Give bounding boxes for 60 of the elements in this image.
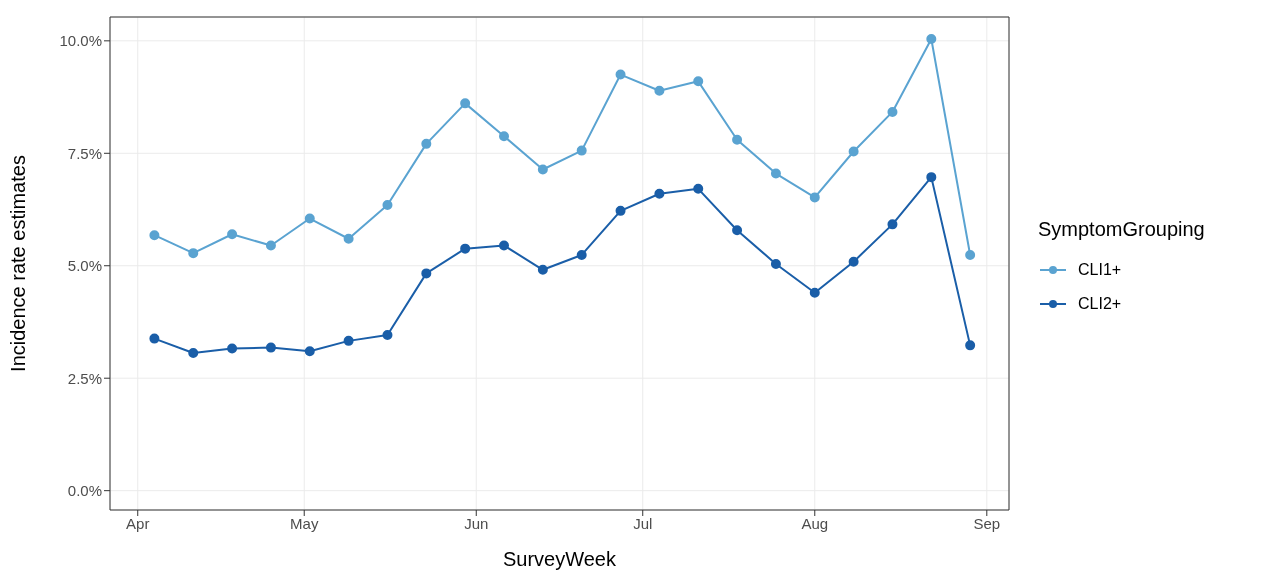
y-axis-title: Incidence rate estimates xyxy=(7,155,30,372)
point xyxy=(848,146,859,157)
point xyxy=(732,225,743,236)
point xyxy=(576,249,587,260)
point xyxy=(809,287,820,298)
point xyxy=(693,76,704,87)
point xyxy=(887,106,898,117)
y-tick-label: 7.5% xyxy=(67,144,102,162)
point xyxy=(460,243,471,254)
point xyxy=(693,183,704,194)
point xyxy=(615,205,626,216)
point xyxy=(654,188,665,199)
x-axis-title: SurveyWeek xyxy=(502,548,617,570)
point xyxy=(615,69,626,80)
point xyxy=(343,233,354,244)
point xyxy=(227,229,238,240)
point xyxy=(149,333,160,344)
point xyxy=(848,256,859,267)
point xyxy=(149,230,160,241)
legend-title: SymptomGrouping xyxy=(1038,218,1206,241)
point xyxy=(188,348,199,359)
x-tick-label: Jun xyxy=(464,514,489,532)
point xyxy=(304,346,315,357)
y-tick-label: 5.0% xyxy=(67,257,102,275)
point xyxy=(499,131,510,142)
point xyxy=(460,98,471,109)
point xyxy=(654,85,665,96)
x-tick-label: Apr xyxy=(126,514,150,532)
y-tick-label: 10.0% xyxy=(59,32,102,50)
point xyxy=(382,200,393,211)
point xyxy=(188,248,199,259)
point xyxy=(265,342,276,353)
point xyxy=(265,240,276,251)
point xyxy=(304,213,315,224)
point xyxy=(770,258,781,269)
point xyxy=(227,343,238,354)
legend-label: CLI1+ xyxy=(1078,261,1122,279)
point xyxy=(421,268,432,279)
point xyxy=(343,335,354,346)
point xyxy=(499,240,510,251)
point xyxy=(965,249,976,260)
x-tick-label: Aug xyxy=(801,514,829,532)
point xyxy=(382,330,393,341)
point xyxy=(732,134,743,145)
point xyxy=(887,219,898,230)
point xyxy=(965,340,976,351)
y-tick-label: 2.5% xyxy=(67,369,102,387)
x-tick-label: Jul xyxy=(633,514,653,532)
point xyxy=(809,192,820,203)
point xyxy=(770,168,781,179)
point xyxy=(576,145,587,156)
point xyxy=(926,34,937,45)
point xyxy=(421,138,432,149)
y-tick-label: 0.0% xyxy=(67,481,102,499)
x-tick-label: May xyxy=(290,514,319,532)
legend-label: CLI2+ xyxy=(1078,295,1122,313)
point xyxy=(926,172,937,183)
point xyxy=(537,164,548,175)
point xyxy=(537,264,548,275)
x-tick-label: Sep xyxy=(973,514,1001,532)
